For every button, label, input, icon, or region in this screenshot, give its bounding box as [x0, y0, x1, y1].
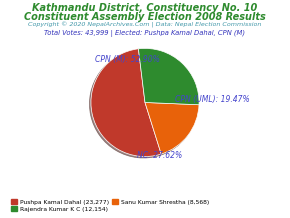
- Text: Total Votes: 43,999 | Elected: Pushpa Kamal Dahal, CPN (M): Total Votes: 43,999 | Elected: Pushpa Ka…: [44, 30, 246, 37]
- Wedge shape: [91, 49, 161, 157]
- Legend: Pushpa Kamal Dahal (23,277), Rajendra Kumar K C (12,154), Sanu Kumar Shrestha (8: Pushpa Kamal Dahal (23,277), Rajendra Ku…: [9, 197, 211, 214]
- Text: CPN (UML): 19.47%: CPN (UML): 19.47%: [175, 95, 249, 104]
- Text: Constituent Assembly Election 2008 Results: Constituent Assembly Election 2008 Resul…: [24, 12, 266, 22]
- Wedge shape: [138, 48, 199, 105]
- Text: Kathmandu District, Constituency No. 10: Kathmandu District, Constituency No. 10: [32, 3, 258, 13]
- Wedge shape: [145, 102, 199, 154]
- Text: Copyright © 2020 NepalArchives.Com | Data: Nepal Election Commission: Copyright © 2020 NepalArchives.Com | Dat…: [28, 21, 262, 27]
- Text: NC: 27.62%: NC: 27.62%: [137, 151, 182, 160]
- Text: CPN (M): 52.90%: CPN (M): 52.90%: [95, 55, 160, 64]
